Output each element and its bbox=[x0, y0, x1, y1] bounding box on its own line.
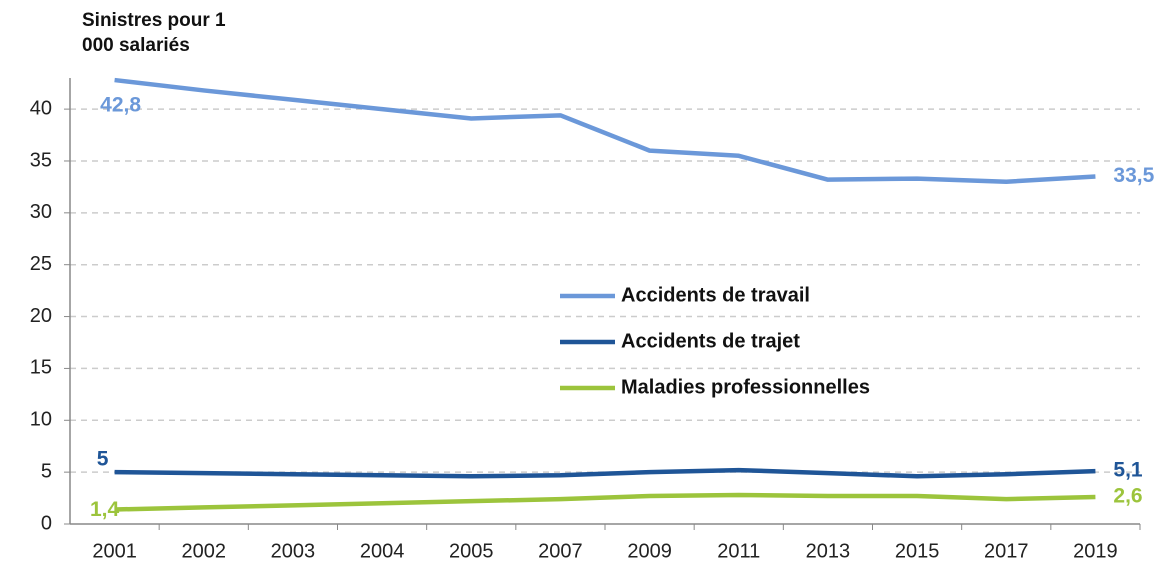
y-tick-label: 40 bbox=[30, 97, 52, 119]
x-tick-label: 2007 bbox=[538, 540, 583, 562]
y-tick-label: 20 bbox=[30, 305, 52, 327]
series-line bbox=[114, 77, 1096, 184]
x-tick-label: 2011 bbox=[717, 540, 760, 562]
y-tick-label: 5 bbox=[41, 460, 52, 482]
x-tick-label: 2015 bbox=[895, 540, 940, 562]
x-tick-label: 2002 bbox=[182, 540, 227, 562]
legend-label: Accidents de trajet bbox=[621, 330, 800, 352]
series-line bbox=[114, 492, 1096, 512]
x-tick-label: 2019 bbox=[1073, 540, 1118, 562]
value-label: 33,5 bbox=[1113, 164, 1154, 187]
x-tick-label: 2003 bbox=[271, 540, 316, 562]
y-tick-label: 30 bbox=[30, 201, 52, 223]
x-tick-label: 2009 bbox=[627, 540, 672, 562]
series-line bbox=[114, 467, 1096, 479]
value-label: 2,6 bbox=[1113, 485, 1142, 508]
x-tick-label: 2004 bbox=[360, 540, 405, 562]
legend-label: Maladies professionnelles bbox=[621, 376, 870, 398]
value-label: 5 bbox=[97, 448, 109, 471]
x-tick-label: 2017 bbox=[984, 540, 1029, 562]
x-tick-label: 2013 bbox=[806, 540, 851, 562]
value-label: 1,4 bbox=[90, 498, 120, 521]
y-tick-label: 25 bbox=[30, 253, 52, 275]
y-tick-label: 10 bbox=[30, 409, 52, 431]
x-tick-label: 2001 bbox=[92, 540, 137, 562]
y-tick-label: 15 bbox=[30, 357, 52, 379]
legend-label: Accidents de travail bbox=[621, 284, 810, 306]
y-axis-title: Sinistres pour 1 000 salariés bbox=[82, 10, 226, 56]
value-label: 42,8 bbox=[100, 94, 141, 117]
x-tick-label: 2005 bbox=[449, 540, 494, 562]
y-tick-label: 0 bbox=[41, 512, 52, 534]
y-tick-label: 35 bbox=[30, 149, 52, 171]
value-label: 5,1 bbox=[1113, 459, 1143, 482]
